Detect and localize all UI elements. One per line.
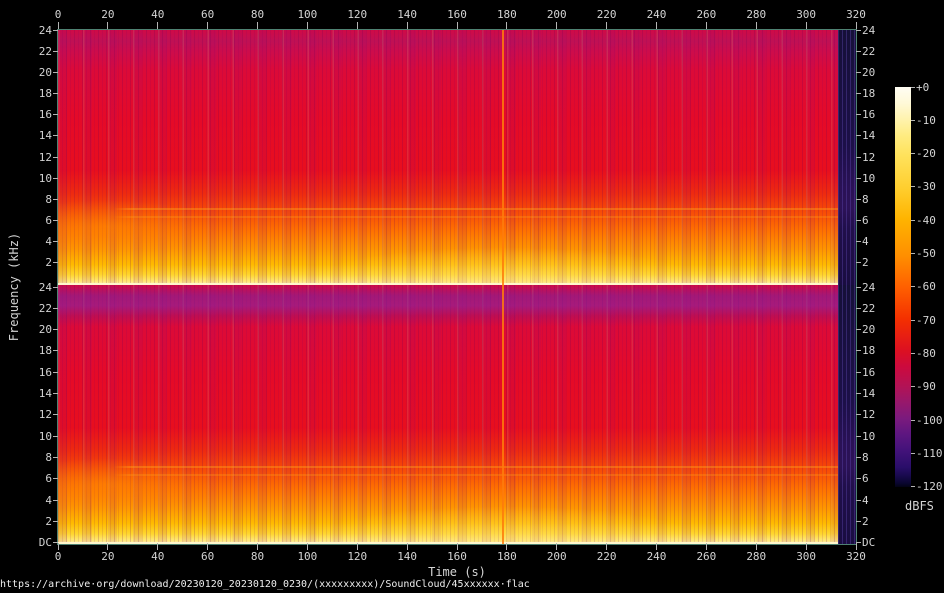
freq-axis-left-ch2: 24 22 20 18 16 14 12 10 8 6 4 2 DC: [38, 280, 58, 550]
spectrogram-plot: [57, 29, 857, 545]
channel-1-spectrogram: [58, 30, 856, 285]
time-axis-bottom: 0 20 40 60 80 100 120 140 160 180 200 220 240 260 280 3…: [54, 543, 866, 563]
frequency-axis-title: Frequency (kHz): [7, 232, 21, 342]
freq-axis-right-ch1: 24 22 20 18 16 14 12 10 8 6 4 2: [856, 23, 876, 270]
colorbar-ticks: +0 -10 -20 -30 -40 -50 -60 -70 -80 -90 -100 -110 -12…: [911, 80, 943, 494]
transient-line: [501, 30, 504, 285]
freq-axis-left-ch1: 24 22 20 18 16 14 12 10 8 6 4 2: [38, 23, 58, 270]
colorbar-unit: dBFS: [905, 499, 934, 513]
time-axis-top: 0 20 40 60 80 100 120 140 160 180 200 220 240 260 280 3…: [54, 8, 866, 29]
silence-band: [838, 285, 856, 544]
silence-band: [838, 30, 856, 285]
freq-axis-right-ch2: 24 22 20 18 16 14 12 10 8 6 4 2 DC: [856, 280, 876, 550]
time-axis-title: Time (s): [428, 565, 486, 579]
channel-2-spectrogram: [58, 285, 856, 544]
transient-line: [501, 285, 504, 544]
source-url: https://archive·org/download/20230120_20…: [0, 579, 530, 590]
colorbar: [895, 87, 911, 487]
